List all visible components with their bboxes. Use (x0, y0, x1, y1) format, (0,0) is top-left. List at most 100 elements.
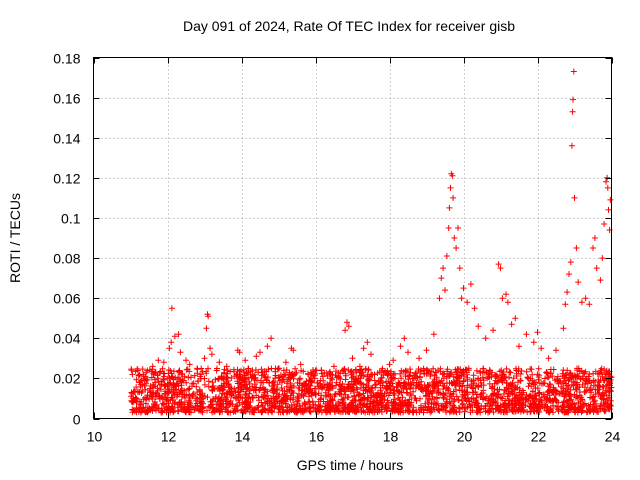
data-point (472, 399, 479, 405)
data-point (441, 392, 448, 399)
data-point (497, 402, 504, 409)
data-point (232, 407, 239, 414)
data-point (455, 225, 461, 231)
data-point (442, 287, 448, 294)
data-point (571, 391, 578, 398)
data-point (150, 383, 157, 389)
data-point (387, 372, 394, 379)
data-point (244, 395, 251, 402)
data-point (391, 370, 398, 377)
data-point (506, 396, 513, 403)
x-tick-label: 20 (457, 429, 473, 445)
data-point (516, 343, 522, 350)
data-point (515, 400, 522, 407)
data-point (522, 395, 528, 402)
data-point (383, 370, 390, 376)
data-point (474, 404, 481, 411)
data-point (186, 361, 193, 368)
data-point (573, 386, 580, 393)
y-axis-label: ROTI / TECUs (7, 193, 23, 283)
data-point (351, 380, 358, 387)
data-point (249, 383, 256, 390)
data-point (482, 408, 489, 415)
data-point (595, 377, 602, 383)
x-tick-label: 22 (531, 429, 547, 445)
data-point (355, 391, 362, 398)
data-point (238, 367, 244, 374)
data-point (432, 400, 439, 407)
data-point (218, 400, 225, 407)
data-point (515, 379, 521, 386)
data-point (366, 376, 373, 383)
data-point (450, 194, 457, 201)
data-point (164, 394, 171, 401)
data-point (599, 391, 606, 398)
data-point (261, 395, 268, 402)
data-point (563, 380, 569, 387)
data-point (204, 394, 211, 401)
data-point (141, 377, 148, 384)
data-point (490, 409, 497, 416)
data-point (247, 371, 254, 378)
data-point (160, 370, 167, 377)
data-point (582, 295, 589, 302)
data-point (270, 385, 277, 392)
data-point (259, 385, 266, 392)
data-point (261, 405, 268, 412)
data-point (273, 386, 280, 393)
data-point (572, 386, 579, 392)
data-point (464, 299, 471, 306)
data-point (464, 374, 471, 381)
data-point (160, 359, 167, 366)
data-point (475, 375, 482, 382)
data-point (438, 275, 445, 282)
data-point (249, 367, 256, 374)
data-point (284, 380, 290, 387)
data-point (224, 374, 230, 381)
data-point (574, 367, 581, 374)
data-point (480, 382, 487, 389)
data-point (579, 381, 586, 388)
data-point (155, 357, 162, 364)
data-point (188, 403, 195, 410)
data-point (479, 374, 486, 381)
data-point (607, 403, 614, 409)
data-point (429, 393, 436, 400)
data-point (347, 403, 354, 410)
data-point (430, 331, 437, 338)
data-point (425, 397, 432, 403)
data-point (293, 409, 300, 416)
data-point (231, 385, 238, 392)
y-tick-labels: 0 0.02 0.04 0.06 0.08 0.1 0.12 0.14 0.16 0.18 (53, 51, 80, 428)
data-point (513, 373, 520, 379)
data-point (338, 384, 345, 391)
data-point (403, 368, 410, 375)
data-point (240, 366, 247, 373)
data-point (603, 178, 609, 185)
data-point (279, 373, 286, 380)
data-point (182, 408, 189, 415)
data-point (412, 395, 419, 402)
data-point (465, 397, 472, 404)
data-point (462, 367, 469, 373)
data-point (598, 365, 605, 372)
data-point (562, 301, 569, 308)
data-point (434, 386, 441, 392)
data-point (462, 396, 469, 402)
data-point (142, 394, 148, 401)
data-point (417, 386, 424, 392)
data-point (183, 409, 189, 416)
data-point (144, 367, 151, 374)
data-point (400, 379, 407, 386)
data-point (561, 398, 568, 405)
data-point (264, 343, 271, 350)
data-point (213, 367, 220, 374)
data-point (443, 253, 450, 259)
data-point (336, 390, 343, 397)
data-point (416, 355, 423, 362)
data-point (569, 372, 575, 379)
data-point (568, 142, 575, 149)
data-point (323, 392, 330, 399)
data-point (161, 407, 168, 414)
y-tick-label: 0.1 (61, 211, 81, 227)
